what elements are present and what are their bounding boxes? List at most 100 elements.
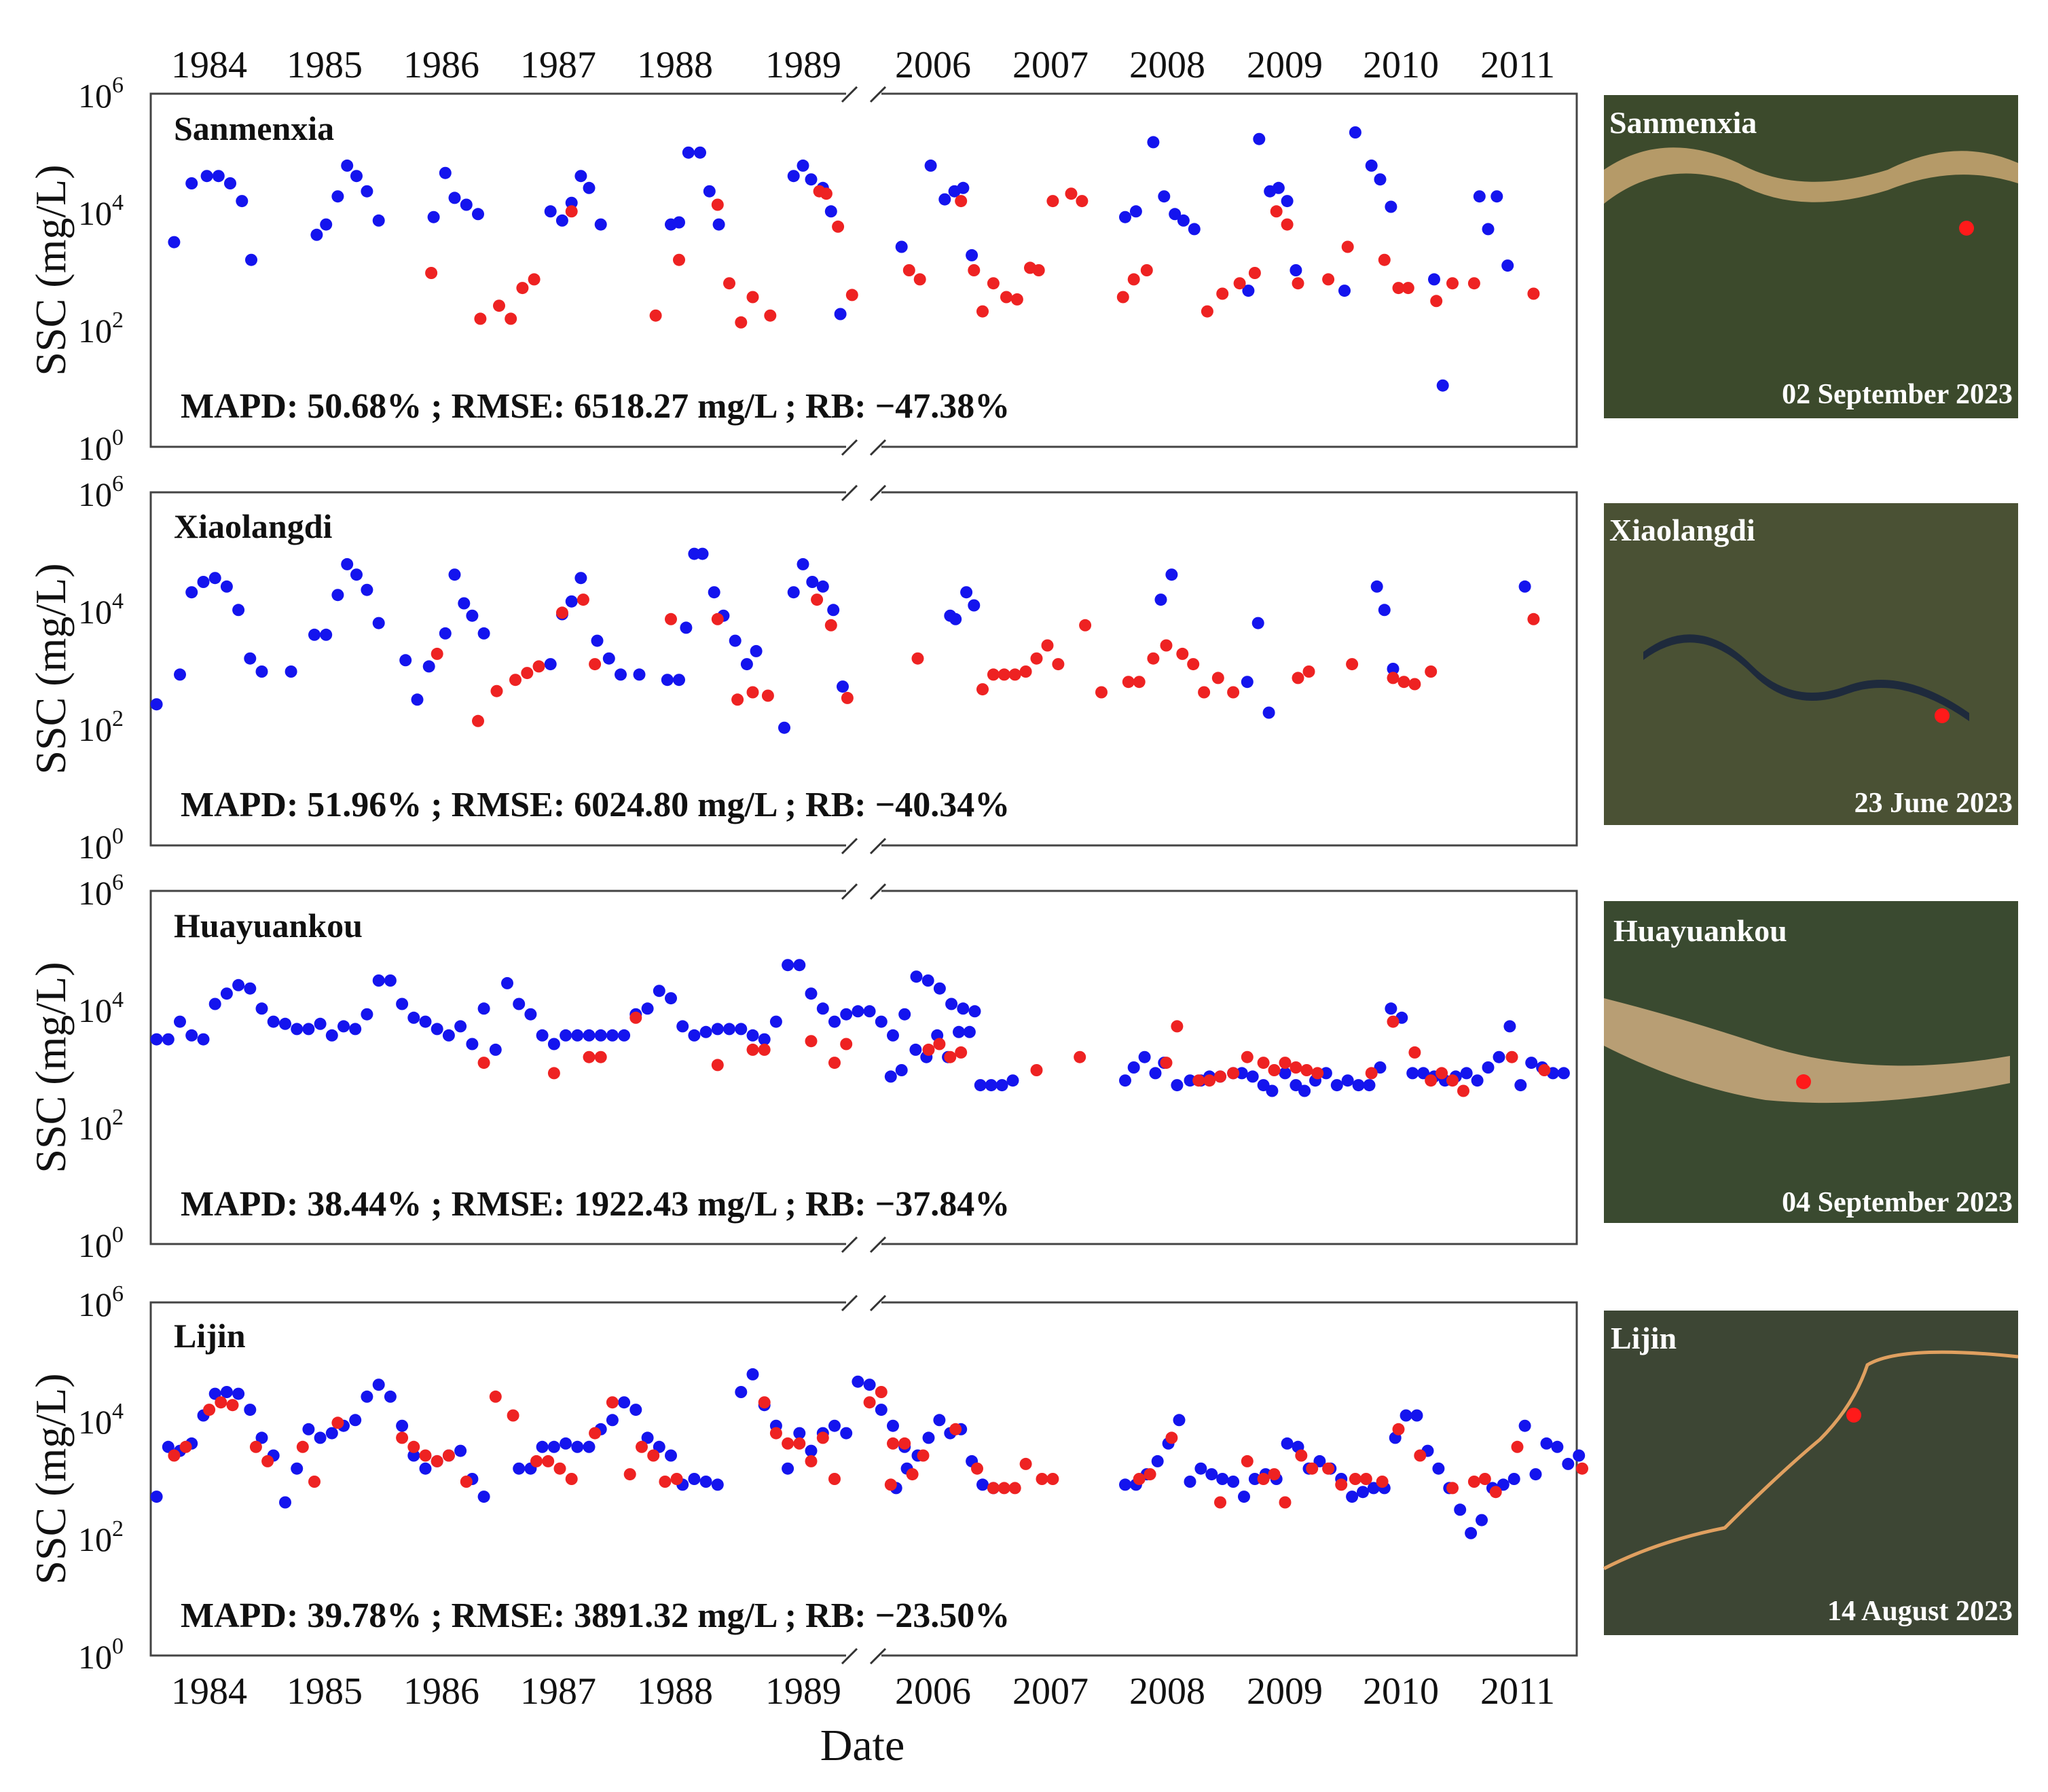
blue-data-point: [302, 1423, 315, 1436]
bottom-year-tick: 2010: [1363, 1670, 1439, 1713]
panel-xiaolangdi: Xiaolangdi MAPD: 51.96% ; RMSE: 6024.80 …: [26, 471, 1578, 866]
blue-data-point: [963, 1025, 976, 1038]
blue-data-point: [460, 198, 473, 211]
blue-data-point: [244, 1404, 257, 1416]
blue-data-point: [852, 1375, 864, 1388]
blue-data-point: [472, 208, 484, 221]
blue-data-point: [1387, 663, 1400, 675]
blue-data-point: [703, 185, 716, 198]
red-data-point: [902, 264, 915, 276]
blue-data-point: [185, 1029, 198, 1042]
blue-data-point: [827, 604, 840, 617]
red-data-point: [1505, 1050, 1518, 1063]
red-data-point: [746, 291, 759, 304]
red-data-point: [863, 1396, 876, 1409]
red-data-point: [723, 277, 735, 290]
blue-data-point: [945, 998, 958, 1010]
blue-data-point: [712, 218, 725, 231]
blue-data-point: [1319, 1067, 1332, 1080]
blue-data-point: [308, 628, 321, 641]
blue-data-point: [805, 987, 818, 1000]
blue-data-point: [1529, 1468, 1542, 1481]
blue-data-point: [1151, 1455, 1164, 1467]
bottom-year-tick: 1986: [403, 1670, 479, 1713]
blue-data-point: [162, 1440, 175, 1453]
blue-data-point: [641, 1002, 654, 1015]
red-data-point: [998, 1482, 1010, 1495]
blue-data-point: [1385, 1002, 1397, 1015]
red-data-point: [761, 689, 774, 702]
blue-data-point: [320, 628, 333, 641]
bottom-year-tick: 2011: [1480, 1670, 1555, 1713]
blue-data-point: [349, 1023, 362, 1036]
red-data-point: [828, 1473, 841, 1485]
red-data-point: [998, 668, 1010, 681]
red-data-point: [1076, 195, 1089, 208]
blue-data-point: [875, 1404, 888, 1416]
red-data-point: [1187, 658, 1200, 671]
blue-data-point: [824, 205, 837, 218]
blue-data-point: [1406, 1067, 1419, 1080]
red-data-point: [296, 1440, 309, 1453]
data-points-lijin: [150, 1368, 1588, 1539]
blue-data-point: [571, 1029, 584, 1042]
blue-data-point: [898, 1008, 911, 1021]
blue-data-point: [349, 1414, 362, 1427]
blue-data-point: [547, 1440, 560, 1453]
blue-data-point: [699, 1025, 712, 1038]
red-data-point: [758, 1396, 771, 1409]
red-data-point: [746, 1043, 759, 1056]
blue-data-point: [723, 1023, 735, 1036]
blue-data-point: [232, 979, 245, 991]
blue-data-point: [372, 617, 385, 629]
blue-data-point: [439, 166, 452, 179]
satellite-image-huayuankou: Huayuankou 04 September 2023: [1604, 901, 2018, 1223]
top-year-axis: 1984 1985 1986 1987 1988 1989 2006 2007 …: [171, 44, 1555, 86]
blue-data-point: [953, 1025, 965, 1038]
blue-data-point: [185, 177, 198, 189]
blue-data-point: [933, 1414, 946, 1427]
top-year-tick: 2008: [1129, 44, 1205, 86]
satellite-image-sanmenxia: Sanmenxia 02 September 2023: [1604, 95, 2018, 418]
red-data-point: [1211, 672, 1224, 684]
y-tick-label: 100: [78, 1634, 124, 1676]
blue-data-point: [816, 580, 829, 593]
blue-data-point: [536, 1029, 549, 1042]
bottom-year-tick: 1984: [171, 1670, 247, 1713]
blue-data-point: [1491, 190, 1503, 203]
blue-data-point: [968, 1005, 981, 1018]
red-data-point: [1408, 678, 1421, 691]
red-data-point: [805, 1035, 818, 1048]
red-data-point: [1095, 686, 1108, 699]
blue-data-point: [1374, 173, 1387, 186]
blue-data-point: [372, 974, 385, 987]
blue-data-point: [735, 1386, 748, 1398]
blue-data-point: [787, 170, 800, 183]
blue-data-point: [665, 1449, 677, 1462]
blue-data-point: [150, 698, 163, 711]
blue-data-point: [924, 159, 937, 172]
blue-data-point: [974, 1079, 987, 1092]
blue-data-point: [245, 253, 257, 266]
blue-data-point: [676, 1020, 689, 1033]
blue-data-point: [1573, 1449, 1586, 1462]
red-data-point: [1116, 291, 1129, 304]
red-data-point: [731, 693, 744, 706]
blue-data-point: [427, 211, 440, 223]
blue-data-point: [805, 173, 818, 186]
red-data-point: [955, 195, 968, 208]
red-data-point: [528, 273, 541, 286]
blue-data-point: [887, 1029, 899, 1042]
y-tick-label: 102: [78, 1105, 124, 1147]
blue-data-point: [583, 1029, 596, 1042]
red-data-point: [1436, 1067, 1448, 1080]
blue-data-point: [341, 159, 354, 172]
blue-data-point: [1238, 1491, 1250, 1503]
station-label: Huayuankou: [174, 907, 363, 945]
red-data-point: [1378, 253, 1391, 266]
red-data-point: [1216, 287, 1229, 300]
red-data-point: [555, 606, 568, 619]
y-tick-label: 104: [78, 1399, 124, 1441]
blue-data-point: [1471, 1074, 1484, 1087]
blue-data-point: [1363, 1079, 1376, 1092]
